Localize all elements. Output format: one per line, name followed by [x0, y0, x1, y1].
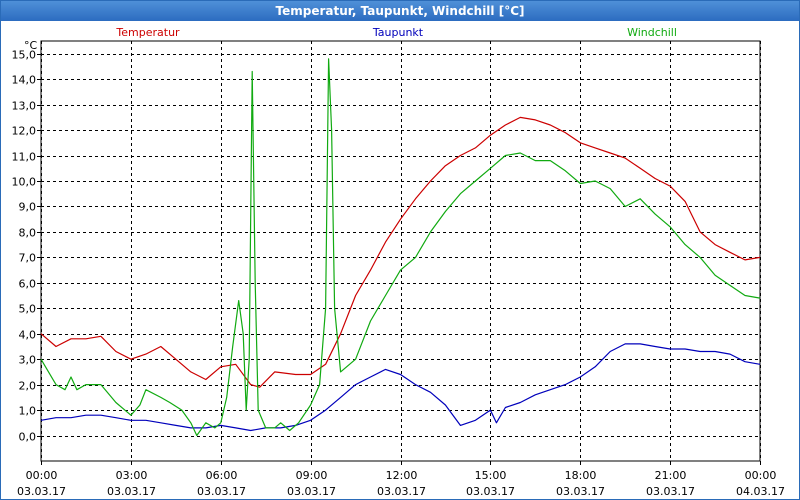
x-tick-time: 03:00 [116, 469, 148, 482]
x-tick-date: 03.03.17 [197, 485, 246, 498]
y-tick-label: 10,0 [12, 176, 37, 189]
series-line-windchill [40, 58, 761, 437]
y-tick-label: 3,0 [19, 354, 37, 367]
x-tick-date: 03.03.17 [107, 485, 156, 498]
x-tick-date: 03.03.17 [17, 485, 66, 498]
legend-taupunkt: Taupunkt [372, 26, 424, 39]
y-tick-label: 0,0 [19, 431, 37, 444]
legend-temperatur: Temperatur [115, 26, 180, 39]
y-tick-label: 12,0 [12, 125, 37, 138]
legend-windchill: Windchill [627, 26, 677, 39]
plot-frame [40, 40, 761, 462]
x-tick-time: 15:00 [475, 469, 507, 482]
y-tick-label: 5,0 [19, 303, 37, 316]
x-tick-time: 06:00 [206, 469, 238, 482]
y-tick-label: 8,0 [19, 227, 37, 240]
y-tick-label: 9,0 [19, 201, 37, 214]
series-line-taupunkt [40, 343, 761, 432]
grid-lines [41, 41, 761, 461]
x-tick-date: 03.03.17 [646, 485, 695, 498]
x-tick-date: 03.03.17 [287, 485, 336, 498]
y-tick-label: 7,0 [19, 252, 37, 265]
tick-labels: 0,0 1,0 2,0 3,0 4,0 5,0 6,0 7,0 8,0 9,0 10,0 11,0 12… [12, 49, 785, 499]
x-tick-time: 09:00 [296, 469, 328, 482]
y-tick-label: 6,0 [19, 278, 37, 291]
x-tick-date: 04.03.17 [736, 485, 785, 498]
x-tick-date: 03.03.17 [466, 485, 515, 498]
axes [37, 40, 761, 465]
x-tick-time: 00:00 [26, 469, 58, 482]
window-title: Temperatur, Taupunkt, Windchill [°C] [1, 1, 799, 21]
x-tick-time: 18:00 [565, 469, 597, 482]
x-tick-date: 03.03.17 [377, 485, 426, 498]
y-tick-label: 4,0 [19, 329, 37, 342]
y-tick-label: 13,0 [12, 100, 37, 113]
y-tick-label: 11,0 [12, 151, 37, 164]
y-tick-label: 15,0 [12, 49, 37, 62]
x-tick-time: 21:00 [655, 469, 687, 482]
y-tick-label: 1,0 [19, 405, 37, 418]
y-tick-label: 14,0 [12, 74, 37, 87]
y-tick-label: 2,0 [19, 380, 37, 393]
x-tick-time: 00:00 [745, 469, 777, 482]
series-lines [40, 58, 761, 437]
x-tick-time: 12:00 [386, 469, 418, 482]
series-line-temperatur [40, 116, 761, 388]
y-unit-label: °C [24, 39, 38, 52]
x-tick-date: 03.03.17 [556, 485, 605, 498]
